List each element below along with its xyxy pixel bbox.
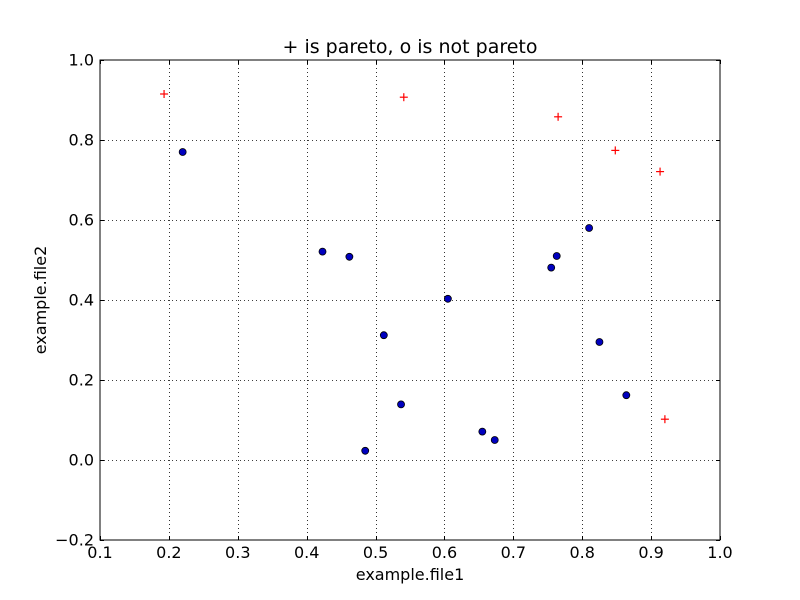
non-pareto-point [595, 338, 604, 346]
non-pareto-point [379, 331, 388, 340]
y-tick-label: 0.2 [69, 371, 94, 390]
y-tick-label: 1.0 [69, 51, 94, 70]
x-tick-label: 1.0 [707, 543, 732, 562]
non-pareto-point [345, 252, 354, 261]
non-pareto-point [361, 446, 370, 455]
y-tick-label: 0.0 [69, 451, 94, 470]
y-tick-label: 0.8 [69, 131, 94, 150]
pareto-point [160, 90, 169, 98]
pareto-point [660, 415, 669, 424]
non-pareto-point [552, 252, 561, 260]
pareto-point [611, 146, 620, 155]
x-axis-label: example.file1 [356, 565, 465, 584]
tick-labels: 0.1 0.2 0.3 0.4 0.5 0.6 0.7 0.8 0.9 1.0 −0.2 0.0 0.2… [55, 51, 733, 563]
x-tick-label: 0.9 [638, 543, 663, 562]
y-tick-label: 0.6 [69, 211, 94, 230]
non-pareto-point [547, 263, 556, 272]
non-pareto-point [443, 294, 452, 303]
plot-area-background [100, 60, 720, 540]
grid-lines [100, 60, 720, 540]
plot-frame [99, 59, 721, 541]
x-tick-label: 0.5 [363, 543, 388, 562]
non-pareto-point [585, 224, 594, 232]
x-tick-label: 0.2 [156, 543, 181, 562]
pareto-point [656, 167, 665, 176]
x-tick-label: 0.4 [294, 543, 319, 562]
x-tick-label: 0.8 [569, 543, 594, 562]
y-tick-label: −0.2 [55, 531, 94, 550]
non-pareto-point [397, 400, 405, 409]
non-pareto-point [318, 247, 327, 256]
y-axis-label: example.file2 [31, 246, 50, 355]
y-tick-label: 0.4 [69, 291, 94, 310]
pareto-point [399, 93, 408, 102]
x-tick-label: 0.3 [225, 543, 250, 562]
non-pareto-point [478, 427, 487, 436]
non-pareto-point [490, 436, 499, 444]
non-pareto-point [622, 391, 631, 400]
non-pareto-point [178, 148, 187, 156]
chart-title: + is pareto, o is not pareto [282, 36, 537, 58]
x-tick-label: 0.7 [501, 543, 526, 562]
x-tick-label: 0.1 [87, 543, 112, 562]
pareto-point [554, 112, 563, 121]
x-tick-label: 0.6 [432, 543, 457, 562]
data-points [160, 90, 669, 455]
